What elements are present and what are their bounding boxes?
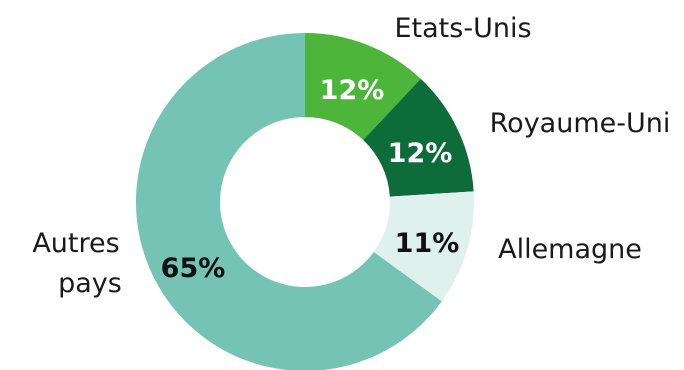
slice-value-label-autres-pays: 65% xyxy=(161,253,226,284)
slice-value-label-allemagne: 11% xyxy=(395,228,460,259)
slice-label-autres-pays-line-2: pays xyxy=(58,268,122,299)
slice-autres-pays xyxy=(136,33,442,370)
slice-allemagne xyxy=(373,191,474,302)
slice-value-label-royaume-uni: 12% xyxy=(388,138,453,169)
slice-label-allemagne: Allemagne xyxy=(498,234,642,265)
slice-royaume-uni xyxy=(363,78,474,197)
slice-label-royaume-uni: Royaume-Uni xyxy=(490,108,671,139)
slice-etats-unis xyxy=(305,33,421,141)
slices-group xyxy=(136,33,474,370)
slice-label-etats-unis: Etats-Unis xyxy=(394,13,531,44)
slice-label-autres-pays-line-1: Autres xyxy=(32,228,119,259)
slice-value-label-etats-unis: 12% xyxy=(320,75,385,106)
